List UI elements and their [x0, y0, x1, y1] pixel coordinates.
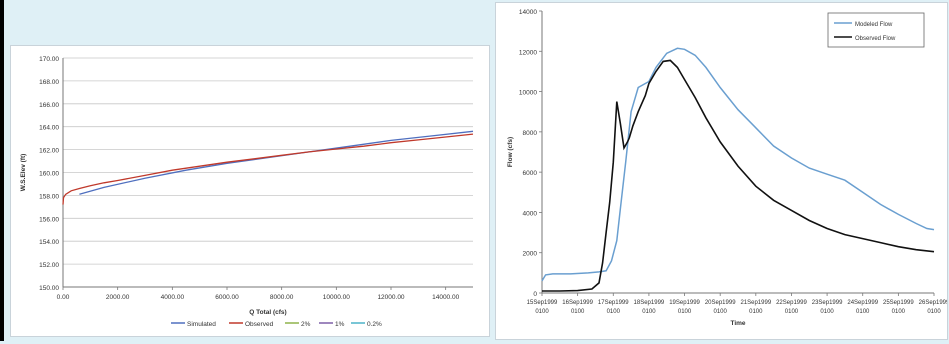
y-tick-label: 168.00	[39, 79, 59, 86]
window-left-border	[0, 0, 4, 341]
x-axis-label: Q Total (cfs)	[249, 309, 286, 316]
legend-box	[827, 12, 925, 48]
x-tick-label-time: 0100	[749, 309, 763, 315]
x-tick-label: 8000.00	[270, 294, 294, 301]
hydrograph-chart-panel: 0 2000 4000 6000 8000 10000 12000 14000 15Sep199…	[495, 2, 949, 340]
x-tick-label-date: 17Sep1999	[598, 300, 629, 306]
y-tick-label: 10000	[519, 90, 537, 97]
x-tick-label-time: 0100	[678, 309, 692, 315]
y-axis-label: W.S.Elev (ft)	[20, 154, 27, 192]
y-tick-label: 162.00	[39, 148, 59, 155]
y-tick-label: 12000	[519, 49, 537, 56]
y-tick-label: 4000	[523, 210, 538, 217]
x-tick-label-time: 0100	[927, 309, 941, 315]
x-tick-label-time: 0100	[892, 309, 906, 315]
y-tick-label: 2000	[523, 251, 538, 258]
x-tick-label: 0.00	[57, 294, 70, 301]
y-tick-label: 150.00	[39, 285, 59, 292]
x-tick-label-date: 21Sep1999	[740, 300, 771, 306]
legend-label: Modeled Flow	[855, 22, 893, 28]
y-tick-label: 14000	[519, 9, 537, 16]
legend-label: Simulated	[187, 321, 216, 328]
y-tick-label: 152.00	[39, 262, 59, 269]
hydrograph-chart: 0 2000 4000 6000 8000 10000 12000 14000 15Sep199…	[507, 9, 949, 327]
legend-label: Observed	[245, 321, 274, 328]
y-tick-label: 154.00	[39, 239, 59, 246]
y-tick-label: 160.00	[39, 171, 59, 178]
x-tick-label-time: 0100	[820, 309, 834, 315]
y-tick-label: 158.00	[39, 193, 59, 200]
rating-curve-chart: 150.00 152.00 154.00 156.00 158.00 160.00 162.…	[20, 56, 474, 328]
y-tick-label: 6000	[523, 170, 538, 177]
x-tick-label: 10000.00	[323, 294, 350, 301]
x-tick-label-time: 0100	[714, 309, 728, 315]
x-tick-label-date: 16Sep1999	[562, 300, 593, 306]
y-tick-label: 170.00	[39, 56, 59, 63]
x-tick-label: 6000.00	[215, 294, 239, 301]
y-tick-label: 164.00	[39, 125, 59, 132]
x-tick-label: 14000.00	[432, 294, 459, 301]
x-tick-label: 12000.00	[377, 294, 404, 301]
x-tick-label-date: 23Sep1999	[812, 300, 843, 306]
x-tick-label-date: 20Sep1999	[705, 300, 736, 306]
x-tick-label-time: 0100	[607, 309, 621, 315]
series-line-observed-flow	[542, 59, 935, 292]
legend-label: 1%	[335, 321, 345, 328]
series-line-observed	[62, 133, 474, 205]
x-tick-label-time: 0100	[642, 309, 656, 315]
legend-label: 0.2%	[367, 321, 382, 328]
y-axis-label: Flow (cfs)	[507, 137, 514, 167]
series-line-modeled-flow	[541, 47, 935, 282]
x-tick-label: 4000.00	[161, 294, 185, 301]
rating-curve-chart-panel: 150.00 152.00 154.00 156.00 158.00 160.00 162.…	[10, 45, 490, 337]
x-tick-label-date: 25Sep1999	[883, 300, 914, 306]
x-tick-label-date: 18Sep1999	[634, 300, 665, 306]
x-tick-label-date: 19Sep1999	[669, 300, 700, 306]
x-tick-label-date: 26Sep1999	[919, 300, 947, 306]
legend-label: 2%	[301, 321, 311, 328]
x-tick-label-time: 0100	[535, 309, 549, 315]
legend-label: Observed Flow	[855, 36, 896, 42]
y-tick-label: 0	[533, 291, 537, 298]
y-tick-label: 166.00	[39, 102, 59, 109]
x-tick-label-date: 22Sep1999	[776, 300, 807, 306]
legend: Modeled Flow Observed Flow	[827, 12, 925, 48]
x-tick-label-time: 0100	[785, 309, 799, 315]
x-axis-label: Time	[730, 320, 745, 327]
x-tick-label-time: 0100	[856, 309, 870, 315]
x-tick-label: 2000.00	[106, 294, 130, 301]
y-tick-label: 156.00	[39, 216, 59, 223]
x-tick-label-date: 24Sep1999	[847, 300, 878, 306]
x-tick-label-time: 0100	[571, 309, 585, 315]
y-tick-label: 8000	[523, 130, 538, 137]
x-tick-label-date: 15Sep1999	[527, 300, 558, 306]
